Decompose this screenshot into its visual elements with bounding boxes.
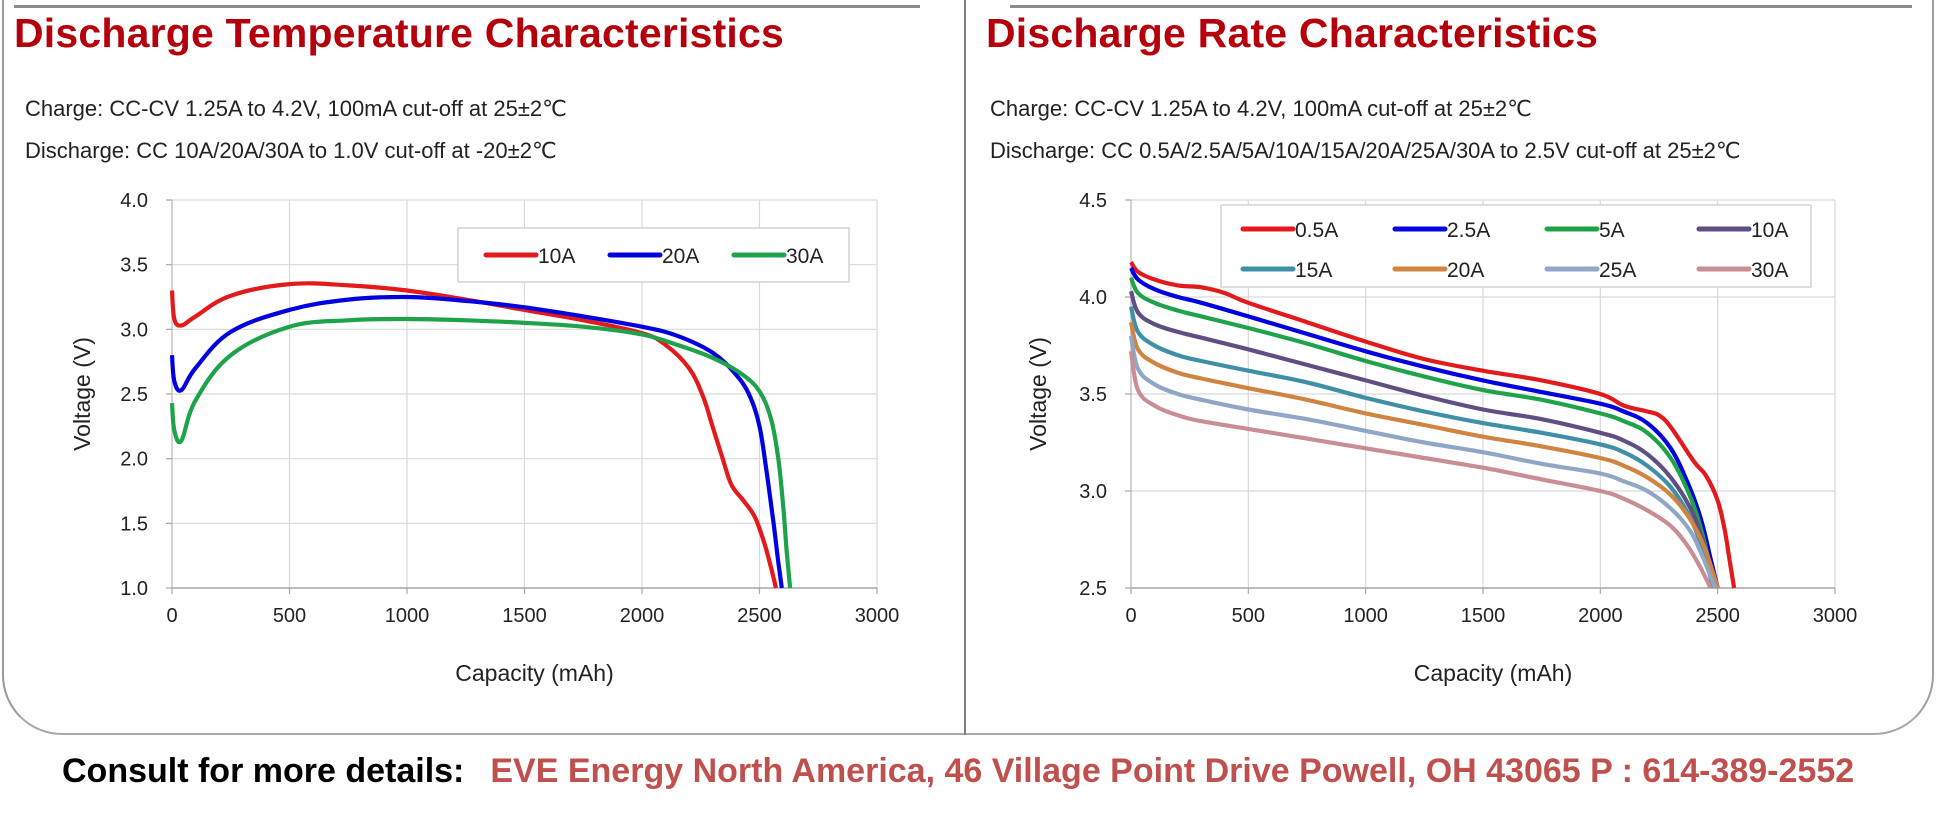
x-tick-label: 500 — [1232, 605, 1265, 627]
series-line-5A — [1129, 276, 1718, 589]
series-line-15A — [1128, 306, 1716, 589]
y-tick-label: 1.5 — [120, 513, 148, 535]
discharge-temperature-chart: 0 500 1000 1500 2000 2500 3000 1.0 1.5 2.0 2.5 3.0 3… — [69, 190, 900, 686]
x-tick-label: 2500 — [1695, 605, 1740, 627]
right-charge-condition: Charge: CC-CV 1.25A to 4.2V, 100mA cut-o… — [990, 96, 1532, 121]
legend-label: 25A — [1599, 259, 1636, 282]
y-tick-label: 3.0 — [1079, 481, 1107, 503]
legend-label: 2.5A — [1447, 219, 1490, 242]
left-panel — [2, 0, 966, 735]
x-tick-label: 1500 — [1461, 605, 1506, 627]
x-tick-label: 1000 — [1343, 605, 1388, 627]
y-tick-label: 4.5 — [1079, 190, 1107, 212]
y-axis-label: Voltage (V) — [1025, 337, 1051, 451]
y-tick-label: 4.0 — [120, 190, 148, 212]
left-chart-title: Discharge Temperature Characteristics — [14, 10, 785, 56]
legend-label: 15A — [1295, 259, 1332, 282]
series-line-10A — [1128, 290, 1718, 589]
left-discharge-condition: Discharge: CC 10A/20A/30A to 1.0V cut-of… — [25, 138, 557, 163]
y-tick-label: 3.0 — [120, 319, 148, 341]
right-discharge-condition: Discharge: CC 0.5A/2.5A/5A/10A/15A/20A/2… — [990, 138, 1741, 163]
x-tick-label: 1000 — [385, 605, 430, 627]
panel-divider — [964, 0, 966, 735]
x-tick-label: 2000 — [620, 605, 665, 627]
legend-label: 30A — [786, 245, 823, 268]
x-axis-label: Capacity (mAh) — [455, 660, 613, 686]
right-top-rule — [1010, 5, 1912, 8]
series-line-25A — [1128, 335, 1718, 589]
legend: 0.5A 2.5A 5A 10A 15A 20A 25A 30A — [1220, 204, 1812, 288]
legend-label: 20A — [662, 245, 699, 268]
y-tick-label: 2.5 — [120, 384, 148, 406]
discharge-rate-chart: 0 500 1000 1500 2000 2500 3000 2.5 3.0 3.5 4.0 4.5 C… — [1025, 190, 1857, 686]
series-line-30A — [1128, 350, 1713, 589]
plot-area: 0 500 1000 1500 2000 2500 3000 2.5 3.0 3.5 4.0 4.5 C… — [1025, 190, 1857, 686]
legend-label: 30A — [1751, 259, 1788, 282]
series-line-20A — [1128, 321, 1720, 589]
x-axis-label: Capacity (mAh) — [1414, 660, 1572, 686]
footer: Consult for more details: EVE Energy Nort… — [62, 752, 1854, 791]
y-tick-label: 1.0 — [120, 578, 148, 600]
y-tick-label: 4.0 — [1079, 287, 1107, 309]
left-top-rule — [14, 5, 920, 8]
legend-label: 20A — [1447, 259, 1484, 282]
y-tick-label: 3.5 — [1079, 384, 1107, 406]
y-tick-label: 3.5 — [120, 255, 148, 277]
footer-label: Consult for more details: — [62, 752, 465, 790]
x-tick-label: 2000 — [1578, 605, 1623, 627]
right-chart-title: Discharge Rate Characteristics — [986, 10, 1599, 56]
y-tick-label: 2.0 — [120, 449, 148, 471]
series-line-20A — [169, 294, 784, 589]
legend: 10A 20A 30A — [457, 227, 850, 283]
y-axis-label: Voltage (V) — [69, 337, 95, 451]
x-tick-label: 3000 — [855, 605, 900, 627]
x-tick-label: 500 — [273, 605, 306, 627]
x-tick-label: 0 — [166, 605, 177, 627]
footer-contact: EVE Energy North America, 46 Village Poi… — [490, 752, 1855, 790]
x-tick-label: 3000 — [1813, 605, 1858, 627]
x-tick-label: 2500 — [737, 605, 782, 627]
series-line-0_5A — [1129, 260, 1737, 589]
y-tick-label: 2.5 — [1079, 578, 1107, 600]
legend-box — [1220, 204, 1812, 288]
legend-label: 0.5A — [1295, 219, 1338, 242]
series-line-30A — [169, 316, 793, 589]
x-tick-label: 0 — [1125, 605, 1136, 627]
legend-label: 10A — [1751, 219, 1788, 242]
right-panel — [964, 0, 1934, 735]
left-charge-condition: Charge: CC-CV 1.25A to 4.2V, 100mA cut-o… — [25, 96, 567, 121]
x-tick-label: 1500 — [502, 605, 547, 627]
legend-label: 5A — [1599, 219, 1625, 242]
legend-label: 10A — [538, 245, 575, 268]
series-line-2_5A — [1129, 266, 1720, 589]
